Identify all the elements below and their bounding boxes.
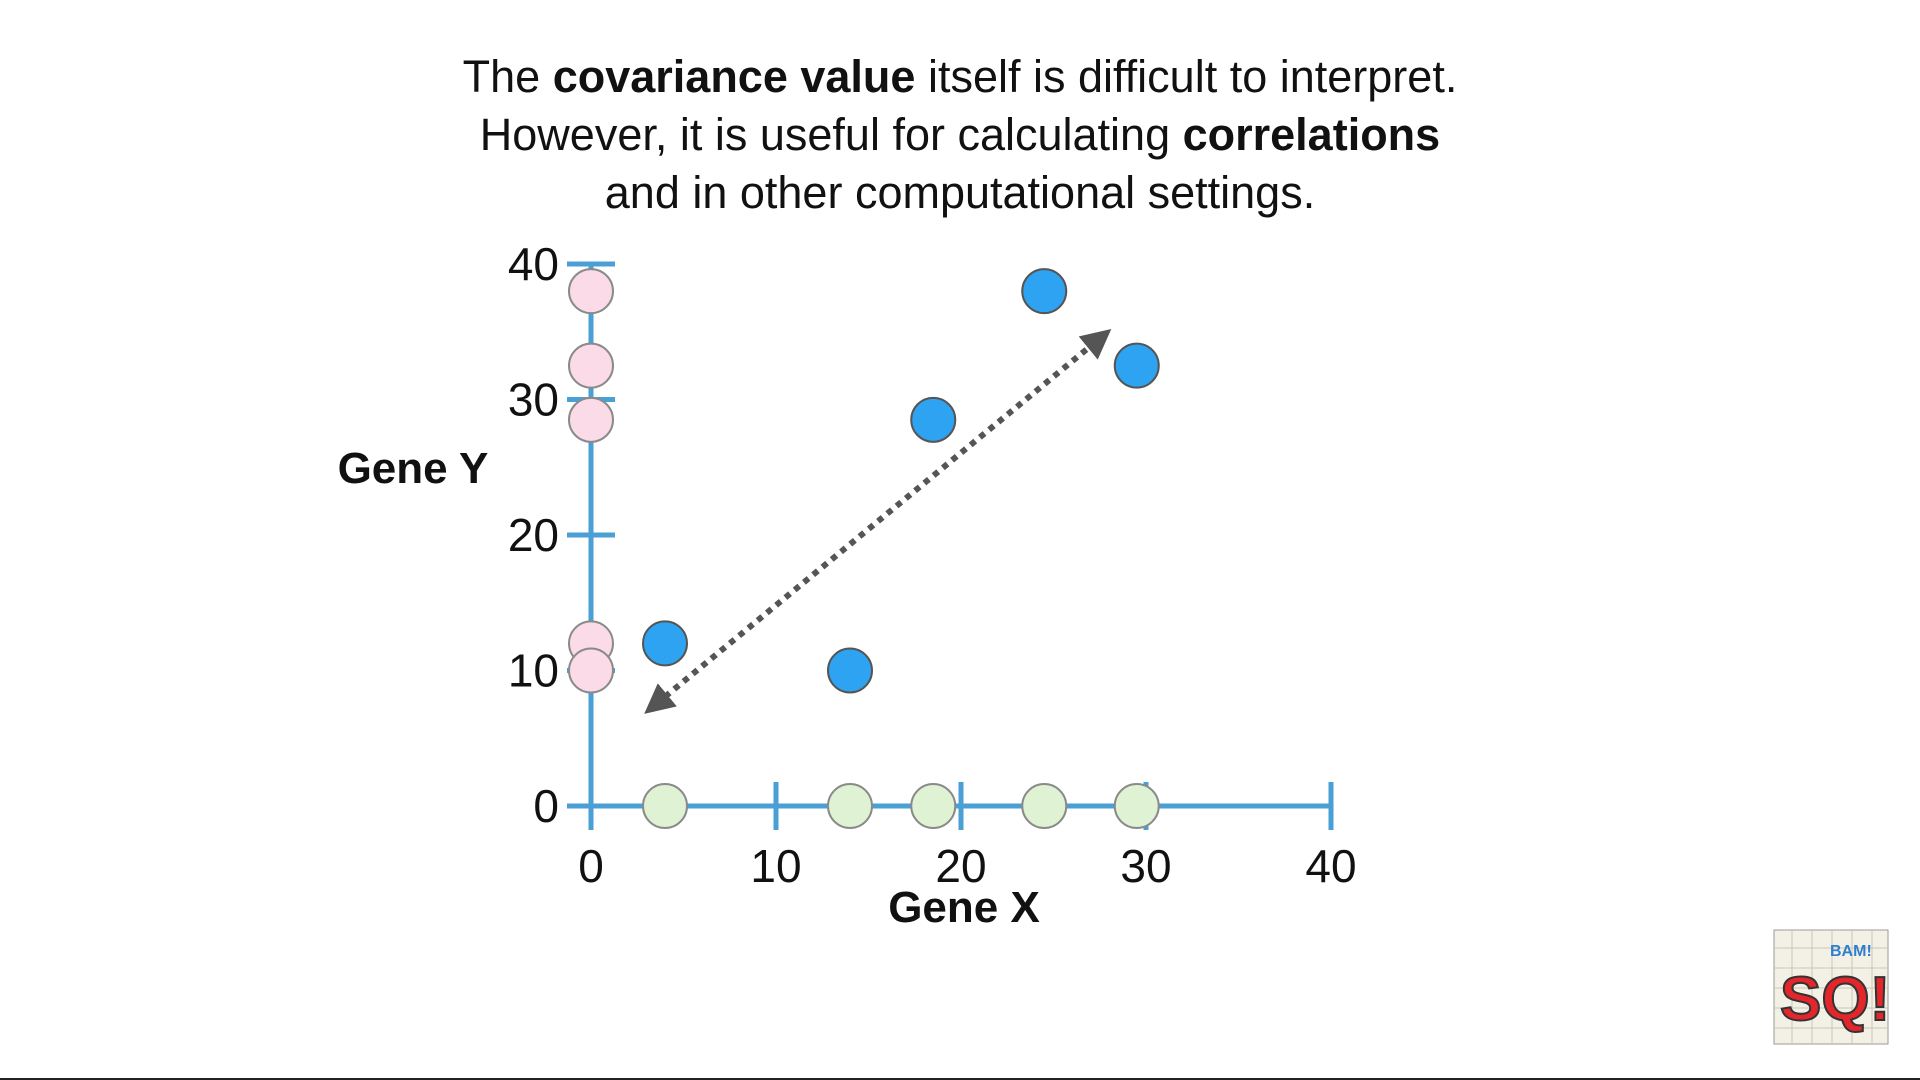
logo-graphic: SQ! BAM! — [1773, 929, 1891, 1045]
x-tick-label: 40 — [1305, 840, 1356, 892]
data-point — [827, 647, 873, 694]
logo-bam: BAM! — [1830, 943, 1872, 960]
caption: The covariance value itself is difficult… — [0, 48, 1920, 222]
statquest-logo: SQ! BAM! — [1772, 928, 1891, 1046]
x-projection-point — [1021, 783, 1068, 829]
y-tick-label: 40 — [508, 238, 559, 290]
caption-text: However, it is useful for calculating — [479, 109, 1183, 160]
axes: 0 10 20 30 40 0 10 20 30 40 — [508, 238, 1357, 892]
y-projection-point — [568, 342, 614, 389]
points-layer — [568, 268, 1160, 829]
data-point — [1113, 342, 1160, 389]
caption-line-2: However, it is useful for calculating co… — [0, 106, 1920, 164]
caption-text: and in other computational settings. — [604, 167, 1316, 218]
x-tick-label: 20 — [935, 840, 986, 892]
y-axis-title: Gene Y — [338, 444, 489, 493]
bottom-border — [0, 1078, 1920, 1080]
data-point — [1021, 268, 1068, 315]
x-tick-label: 10 — [750, 840, 801, 892]
x-projection-point — [910, 783, 957, 829]
caption-bold-correlations: correlations — [1182, 109, 1441, 160]
caption-line-1: The covariance value itself is difficult… — [0, 48, 1920, 106]
y-projection-point — [568, 396, 614, 443]
x-axis-title: Gene X — [888, 883, 1040, 932]
caption-line-3: and in other computational settings. — [0, 164, 1920, 222]
caption-text: itself is difficult to interpret. — [915, 51, 1458, 102]
data-point — [642, 620, 688, 667]
x-projection-point — [642, 783, 688, 829]
y-projection-point — [568, 268, 614, 315]
x-tick-label: 30 — [1120, 840, 1171, 892]
y-tick-label: 0 — [533, 780, 559, 832]
x-projection-point — [1113, 783, 1160, 829]
data-point — [910, 396, 957, 443]
x-tick-label: 0 — [578, 840, 604, 892]
logo-lettering: SQ! — [1780, 965, 1890, 1034]
y-tick-label: 20 — [508, 509, 559, 561]
y-tick-label: 30 — [508, 374, 559, 426]
double-arrow — [644, 328, 1112, 714]
x-projection-point — [827, 783, 873, 829]
annotation-layer — [644, 328, 1112, 714]
caption-text: The — [462, 51, 553, 102]
y-tick-label: 10 — [508, 645, 559, 697]
caption-bold-covariance: covariance value — [552, 51, 916, 102]
y-projection-point — [568, 647, 614, 694]
